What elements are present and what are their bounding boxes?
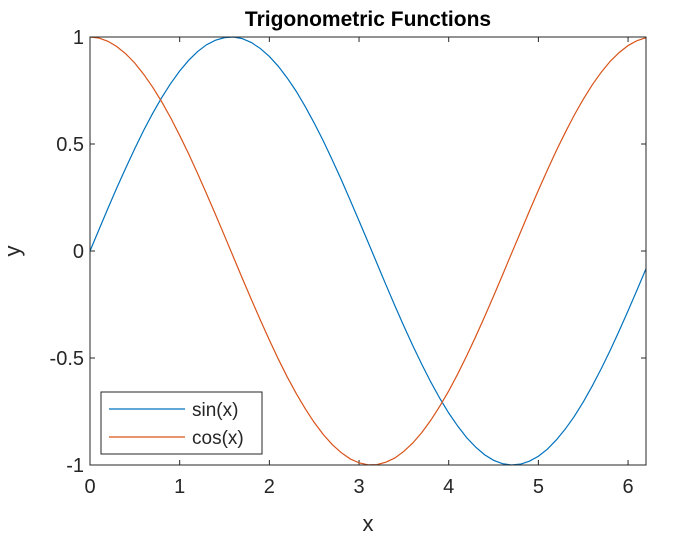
legend-box — [100, 391, 263, 455]
x-tick-label: 6 — [623, 476, 634, 498]
y-tick-label: 0.5 — [56, 134, 84, 156]
chart-title: Trigonometric Functions — [245, 8, 491, 31]
x-tick-label: 0 — [84, 476, 95, 498]
y-tick-label: -0.5 — [50, 348, 84, 370]
axes-box — [89, 36, 647, 466]
series-line-sinx — [89, 36, 647, 466]
y-tick-label: 0 — [73, 241, 84, 263]
x-axis-label: x — [363, 511, 374, 536]
y-tick-label: 1 — [73, 27, 84, 49]
x-tick-label: 2 — [264, 476, 275, 498]
legend-label-sin: sin(x) — [192, 400, 238, 421]
x-tick-label: 5 — [533, 476, 544, 498]
y-tick-label: -1 — [66, 455, 84, 477]
y-axis-label: y — [0, 246, 25, 257]
x-tick-label: 1 — [174, 476, 185, 498]
legend-label-cos: cos(x) — [192, 428, 244, 449]
x-tick-label: 3 — [353, 476, 364, 498]
legend: sin(x) cos(x) — [100, 391, 263, 455]
x-tick-label: 4 — [443, 476, 454, 498]
